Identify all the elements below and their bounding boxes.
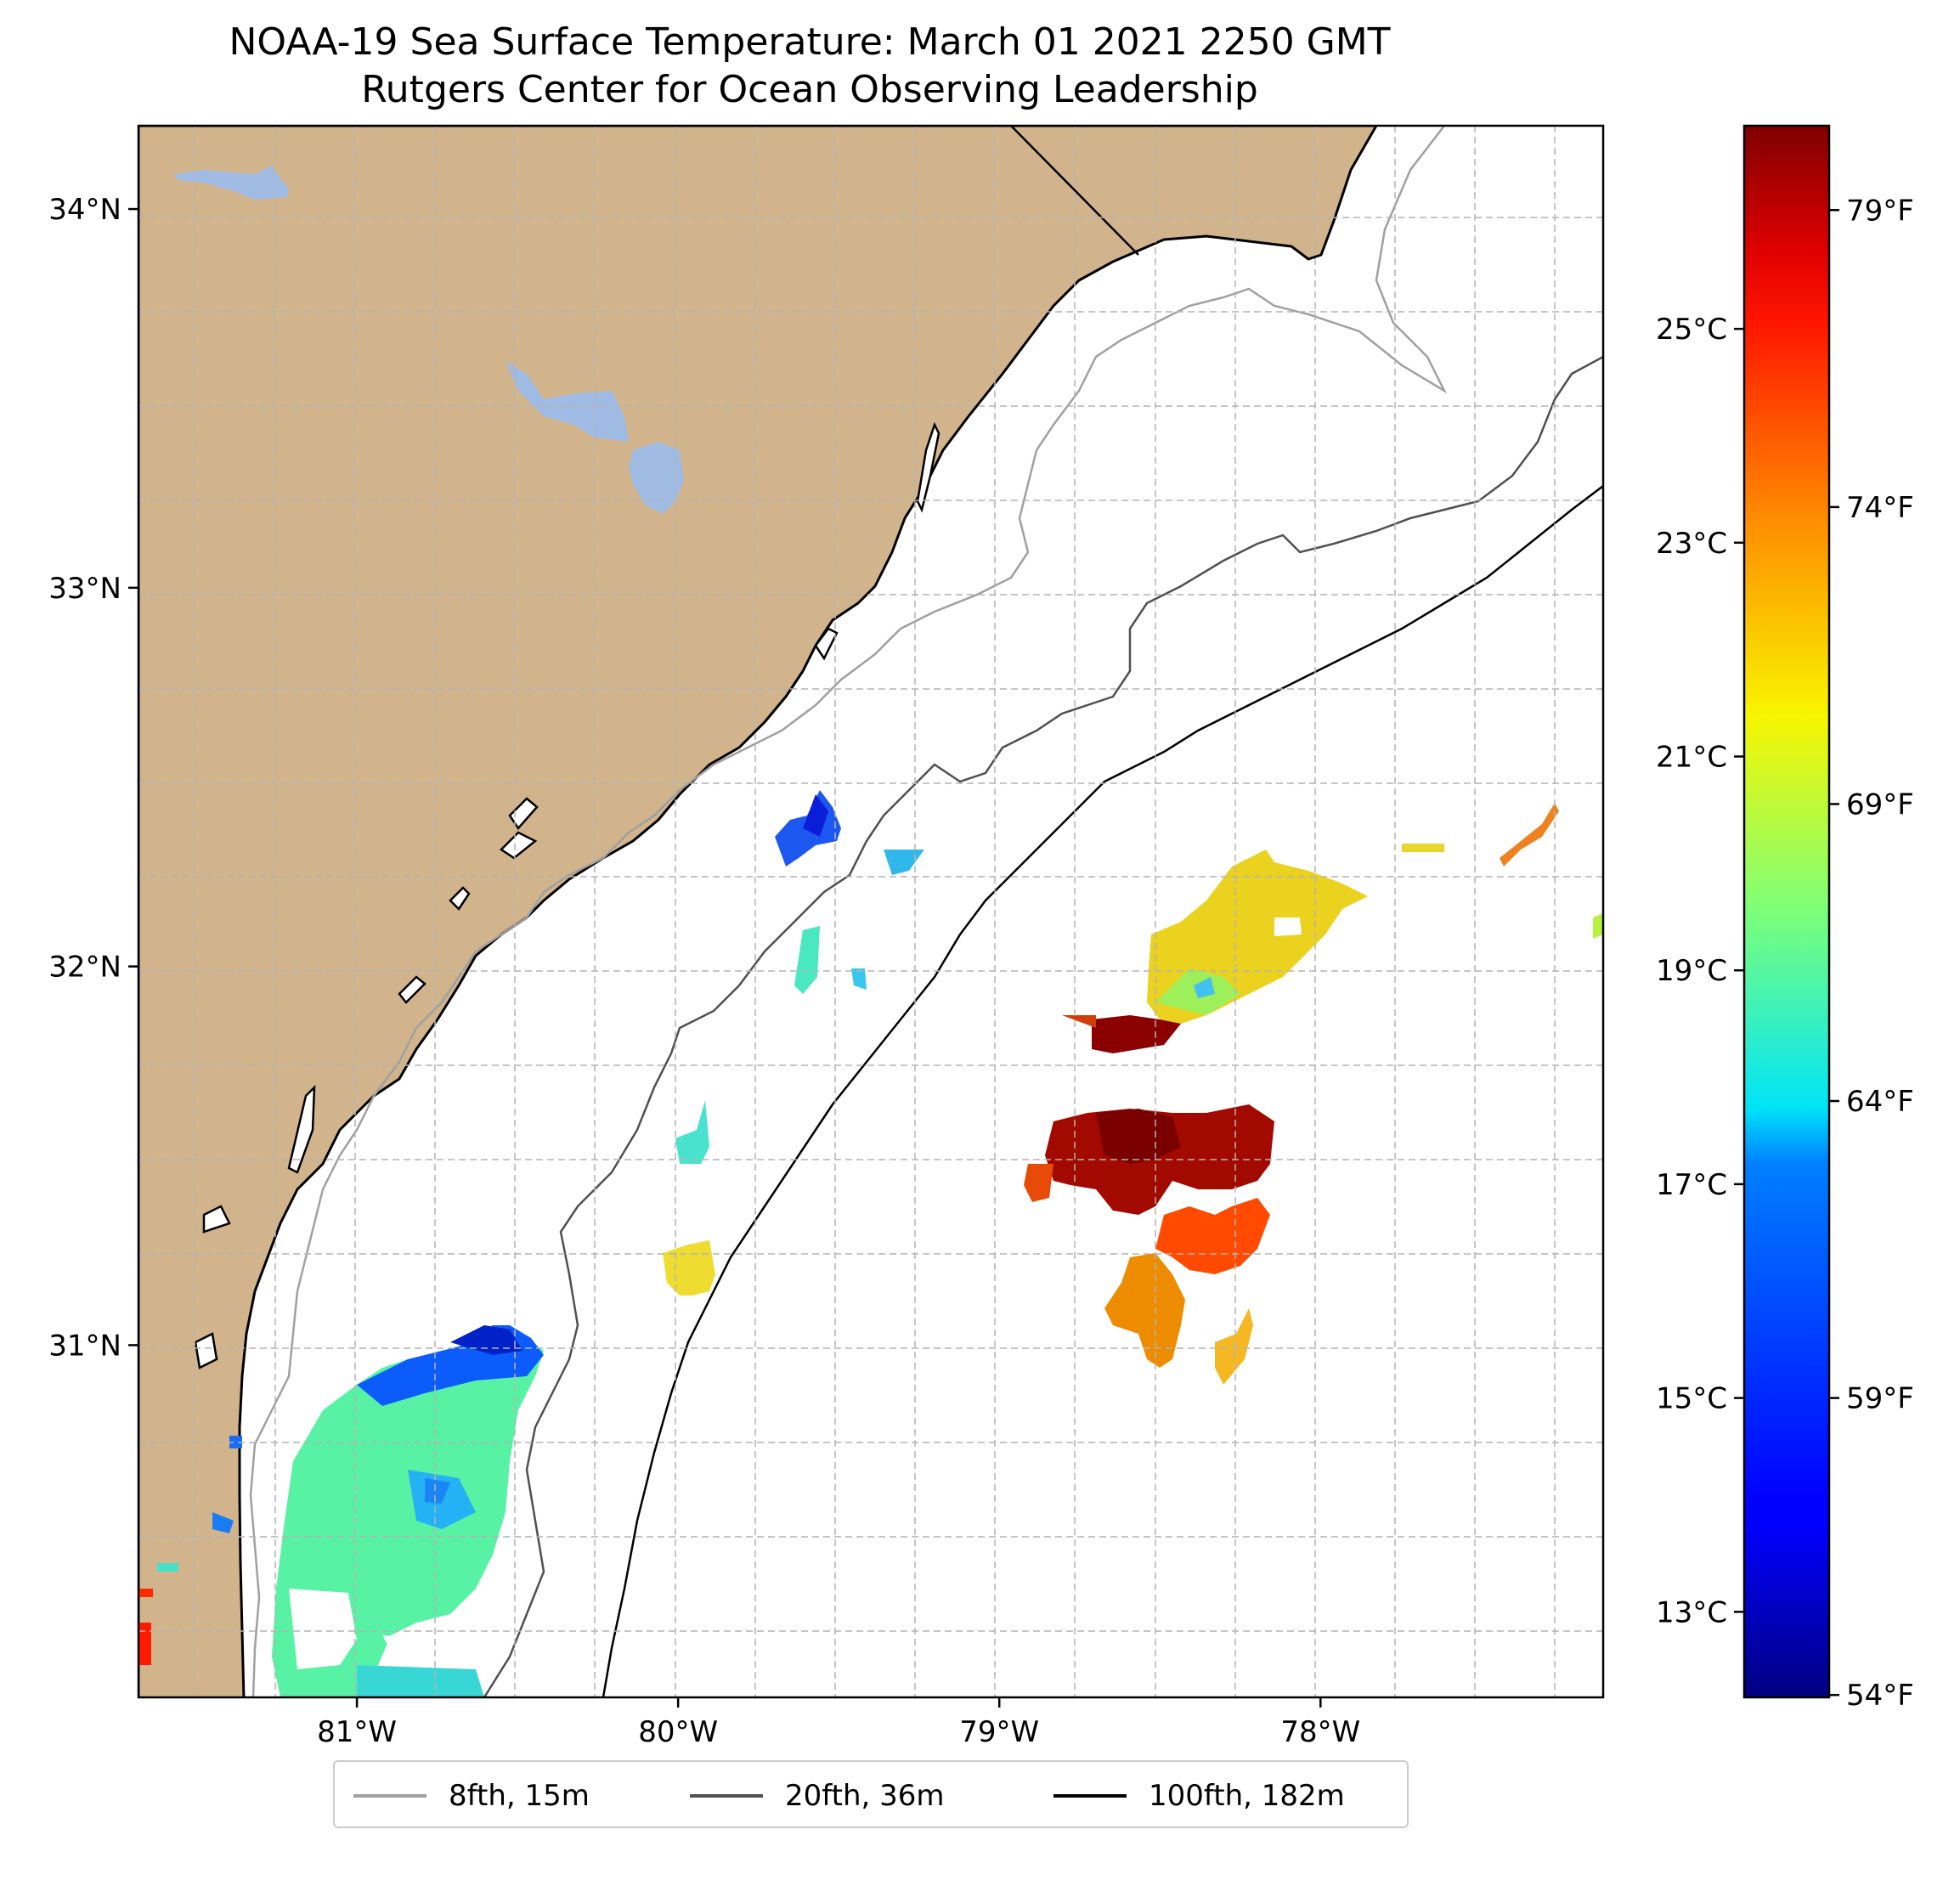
legend-swatch-100fth xyxy=(1053,1794,1127,1798)
fahrenheit-tick-label: 64°F xyxy=(1846,1085,1914,1119)
fahrenheit-tick-label: 74°F xyxy=(1846,491,1914,525)
lat-tick-label: 31°N xyxy=(48,1329,121,1363)
fahrenheit-tick-label: 79°F xyxy=(1846,194,1914,228)
celsius-tick-label: 13°C xyxy=(1656,1595,1727,1629)
celsius-tick-label: 25°C xyxy=(1656,313,1727,347)
state-border xyxy=(1010,126,1139,256)
isobath-20fth xyxy=(483,355,1603,1697)
lon-tick-label: 80°W xyxy=(638,1715,718,1749)
fahrenheit-tick-label: 59°F xyxy=(1846,1382,1914,1416)
legend-label-100fth: 100fth, 182m xyxy=(1149,1779,1345,1813)
lon-tick-label: 81°W xyxy=(317,1715,397,1749)
map-title: NOAA-19 Sea Surface Temperature: March 0… xyxy=(229,20,1391,64)
isobath-100fth xyxy=(602,485,1603,1697)
legend-swatch-8fth xyxy=(353,1794,426,1798)
lon-tick-label: 78°W xyxy=(1280,1715,1360,1749)
legend-swatch-20fth xyxy=(690,1794,763,1798)
legend-label-20fth: 20fth, 36m xyxy=(785,1779,945,1813)
fahrenheit-tick-label: 69°F xyxy=(1846,788,1914,821)
lat-tick-label: 33°N xyxy=(48,572,121,606)
colorbar-ticks: 13°C 15°C 17°C 19°C 21°C 23°C 25°C 54°F 59°F 64°F… xyxy=(1656,194,1914,1713)
coastal-inlets xyxy=(194,421,940,1369)
lakes xyxy=(174,166,684,514)
isobath-8fth xyxy=(249,126,1448,1697)
legend-label-8fth: 8fth, 15m xyxy=(449,1779,590,1813)
celsius-tick-label: 23°C xyxy=(1656,527,1727,561)
lat-tick-label: 34°N xyxy=(48,193,121,227)
lon-tick-label: 79°W xyxy=(959,1715,1039,1749)
celsius-tick-label: 17°C xyxy=(1656,1168,1727,1202)
map-frame xyxy=(137,124,1605,1699)
isobath-legend: 8fth, 15m 20fth, 36m 100fth, 182m xyxy=(333,1760,1409,1828)
legend-item-100fth: 100fth, 182m xyxy=(1053,1762,1345,1830)
celsius-tick-label: 19°C xyxy=(1656,954,1727,988)
map-axes: 81°W 80°W 79°W 78°W 31°N 32°N 33°N 34°N xyxy=(48,193,1360,1749)
lat-tick-label: 32°N xyxy=(48,951,121,985)
map-gridlines xyxy=(138,126,1603,1697)
celsius-tick-label: 21°C xyxy=(1656,741,1727,775)
map-subtitle: Rutgers Center for Ocean Observing Leade… xyxy=(361,68,1258,111)
legend-item-20fth: 20fth, 36m xyxy=(690,1762,945,1830)
fahrenheit-tick-label: 54°F xyxy=(1846,1679,1914,1713)
celsius-tick-label: 15°C xyxy=(1656,1382,1727,1416)
legend-item-8fth: 8fth, 15m xyxy=(353,1762,590,1830)
colorbar-gradient xyxy=(1743,124,1831,1699)
